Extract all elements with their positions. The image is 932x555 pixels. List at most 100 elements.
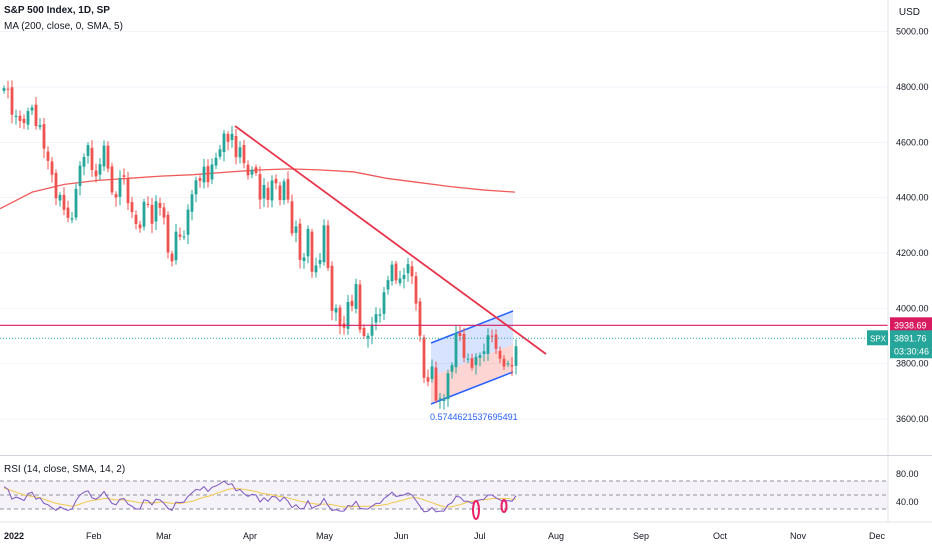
candle-body xyxy=(294,226,298,233)
candle-body xyxy=(242,145,246,164)
time-tick-label: May xyxy=(316,531,334,541)
ma-legend[interactable]: MA (200, close, 0, SMA, 5) xyxy=(4,21,123,32)
candle-body xyxy=(126,178,130,204)
hline-price-label: 3938.69 xyxy=(894,320,927,330)
candle-body xyxy=(498,350,502,359)
candle-body xyxy=(446,373,450,400)
candle-body xyxy=(502,358,506,367)
rsi-line xyxy=(3,480,517,513)
candle-body xyxy=(470,358,474,368)
candle-body xyxy=(42,124,46,149)
candle-body xyxy=(314,265,318,273)
pane-divider[interactable] xyxy=(0,455,932,456)
trendline xyxy=(234,125,547,355)
candles xyxy=(2,80,518,410)
candle-body xyxy=(350,300,354,307)
candle-body xyxy=(54,173,58,199)
channel-lower-fill xyxy=(431,344,513,404)
candle-body xyxy=(494,334,498,349)
candle-body xyxy=(62,194,66,210)
candle-body xyxy=(414,276,418,304)
candle-body xyxy=(46,151,50,161)
candle-body xyxy=(198,178,202,181)
candle-body xyxy=(290,201,294,234)
candle-body xyxy=(246,164,250,176)
rsi-ma-line xyxy=(3,487,516,508)
candle-body xyxy=(282,181,286,201)
candle-body xyxy=(158,202,162,208)
descending-trendline xyxy=(234,125,547,355)
candle-body xyxy=(422,337,426,378)
candle-body xyxy=(122,175,126,177)
candle-body xyxy=(302,257,306,262)
candle-body xyxy=(450,365,454,372)
channel: 0.5744621537695491 xyxy=(430,310,518,422)
candle-body xyxy=(98,164,102,175)
candle-body xyxy=(410,266,414,277)
candle-body xyxy=(434,367,438,401)
time-axis: 2022 Feb Mar Apr May Jun Jul Aug Sep Oct Nov Dec xyxy=(0,521,932,541)
candle-body xyxy=(14,115,18,117)
ma-line xyxy=(0,168,516,210)
candle-body xyxy=(366,335,370,339)
candle-body xyxy=(382,292,386,314)
channel-annotation: 0.5744621537695491 xyxy=(430,412,518,422)
price-tick-label: 4600.00 xyxy=(896,137,929,147)
candle-body xyxy=(50,161,54,175)
candle-body xyxy=(142,201,146,227)
candle-body xyxy=(418,301,422,336)
last-price-badge xyxy=(890,330,932,359)
candle-body xyxy=(94,170,98,177)
last-price-label: 3891.76 xyxy=(894,333,927,343)
candle-body xyxy=(106,145,110,169)
candle-body xyxy=(454,332,458,368)
candle-body xyxy=(254,167,258,174)
candle-body xyxy=(74,188,78,218)
price-axis: 5000.00 4800.00 4600.00 4400.00 4200.00 4000.… xyxy=(887,0,929,522)
candle-body xyxy=(190,194,194,212)
currency-label: USD xyxy=(898,7,920,18)
candle-body xyxy=(486,335,490,354)
rsi-legend[interactable]: RSI (14, close, SMA, 14, 2) xyxy=(4,464,126,475)
symbol-title[interactable]: S&P 500 Index, 1D, SP xyxy=(4,5,110,16)
candle-body xyxy=(466,358,470,360)
candle-body xyxy=(174,231,178,261)
candle-body xyxy=(18,115,22,122)
candle-body xyxy=(438,398,442,400)
candle-body xyxy=(386,280,390,290)
time-tick-label: Oct xyxy=(713,531,728,541)
candle-body xyxy=(330,265,334,311)
candle-body xyxy=(114,194,118,198)
candle-body xyxy=(258,174,262,200)
candle-body xyxy=(362,327,366,336)
candle-body xyxy=(222,133,226,153)
candle-body xyxy=(270,180,274,201)
candle-body xyxy=(22,118,26,123)
symbol-badge-label: SPX xyxy=(870,334,887,343)
candle-body xyxy=(130,202,134,213)
candle-body xyxy=(134,214,138,224)
candle-body xyxy=(234,135,238,158)
price-tick-label: 3800.00 xyxy=(896,359,929,369)
candle-body xyxy=(138,224,142,229)
candle-body xyxy=(318,259,322,264)
candle-body xyxy=(150,204,154,224)
candle-body xyxy=(34,104,38,127)
candle-body xyxy=(178,234,182,237)
time-tick-label: Jun xyxy=(394,531,409,541)
candle-body xyxy=(442,398,446,402)
candle-body xyxy=(514,346,518,366)
candle-body xyxy=(322,225,326,263)
time-tick-label: Feb xyxy=(86,531,102,541)
candle-body xyxy=(398,278,402,284)
candle-body xyxy=(118,178,122,197)
candle-body xyxy=(2,88,6,91)
time-tick-label: 2022 xyxy=(4,531,24,541)
candle-body xyxy=(230,133,234,141)
candle-body xyxy=(6,88,10,90)
channel-upper-fill xyxy=(431,311,513,377)
candle-body xyxy=(82,156,86,167)
candle-body xyxy=(250,170,254,175)
